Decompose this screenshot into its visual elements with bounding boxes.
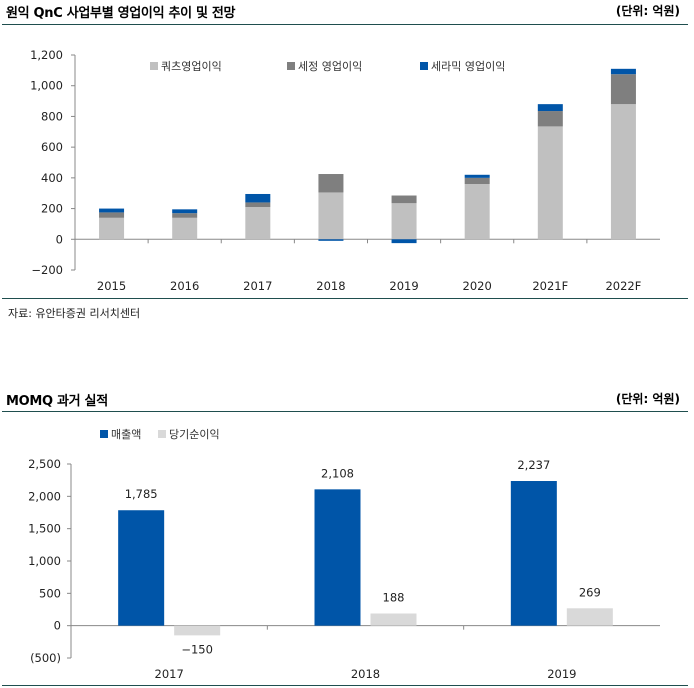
chart2-legend-swatch-1 [158,430,166,438]
chart2-y-tick-label: 500 [39,586,61,600]
chart1-legend-swatch-2 [420,62,428,70]
chart2-y-tick-label: 2,000 [28,489,61,503]
chart2-x-tick-label: 2018 [351,667,380,681]
chart1-x-tick-label: 2021F [532,279,568,293]
chart2-bar-2017-series-0 [118,510,165,626]
chart2-bar-2017-series-1 [174,625,221,636]
chart1-bar-2016-series-1 [172,213,198,218]
chart1-y-tick-label: 200 [41,202,63,216]
chart1-bar-2016-series-2 [172,209,198,214]
chart2-legend-label-0: 매출액 [111,428,141,441]
chart1-legend-label-1: 세정 영업이익 [298,60,362,73]
chart2-x-tick-label: 2017 [155,667,184,681]
chart2-data-label: 2,237 [517,458,550,472]
chart1-legend-swatch-1 [287,62,295,70]
chart2-legend-label-1: 당기순이익 [169,428,220,441]
chart1-bar-2019-series-2 [391,239,417,244]
chart1-bar-2017-series-1 [245,202,271,208]
chart1-bar-2015-series-1 [99,212,125,218]
chart2-x-tick-label: 2019 [547,667,576,681]
chart1-source: 자료: 유안타증권 리서치센터 [8,307,141,320]
chart1-bar-2015-series-0 [99,217,125,240]
chart1-bar-2022F-series-2 [610,68,636,75]
chart1-x-tick-label: 2022F [605,279,641,293]
chart2-data-label: 1,785 [125,487,158,501]
chart1-bar-2021F-series-0 [537,126,563,240]
chart1-bar-2018-series-1 [318,174,344,193]
chart1-bar-2021F-series-1 [537,111,563,127]
chart2-bar-2018-series-1 [370,613,417,626]
chart2-grouped-bar-chart: 2,500 2,000 1,500 1,000 500 0 (500) 1,785 −150 20… [28,428,660,681]
chart2-data-label: 2,108 [321,466,354,480]
chart1-y-tick-label: −200 [31,263,63,277]
chart1-x-tick-label: 2017 [243,279,272,293]
chart1-header: 원익 QnC 사업부별 영업이익 추이 및 전망 (단위: 억원) [0,0,694,22]
chart1-bar-2020-series-2 [464,174,490,178]
chart1-x-tick-label: 2015 [97,279,126,293]
chart1-top-rule [2,24,688,25]
chart1-bar-2018-series-2 [318,239,344,241]
chart2-bar-2018-series-0 [314,489,361,626]
chart1-y-tick-label: 1,200 [30,48,63,62]
chart2-y-tick-label: 0 [54,619,61,633]
chart1-bar-2020-series-0 [464,184,490,240]
chart1-unit: (단위: 억원) [615,4,680,18]
chart1-y-tick-label: 600 [41,140,63,154]
chart1-bottom-rule [2,298,688,299]
chart1-legend-label-0: 쿼츠영업이익 [161,60,222,73]
chart1-stacked-bar-chart: 1,200 1,000 800 600 400 200 0 −200 2015 2016 2017 2… [30,48,660,293]
chart1-bar-2022F-series-1 [610,74,636,105]
chart1-bar-2018-series-0 [318,192,344,240]
chart2-bar-2019-series-0 [510,481,557,626]
chart2-y-tick-label: 1,000 [28,554,61,568]
chart1-x-tick-label: 2019 [389,279,418,293]
chart1-title: 원익 QnC 사업부별 영업이익 추이 및 전망 [6,6,236,21]
chart1-x-tick-label: 2020 [463,279,492,293]
chart2-top-rule [2,411,688,412]
chart2-y-tick-label: (500) [30,651,61,665]
chart2-header: MOMQ 과거 실적 (단위: 억원) [0,388,694,410]
chart2-data-label: −150 [181,642,213,656]
chart1-legend-label-2: 세라믹 영업이익 [431,60,505,73]
chart1-x-tick-label: 2016 [170,279,199,293]
chart1-legend-swatch-0 [150,62,158,70]
chart1-x-tick-label: 2018 [316,279,345,293]
chart1-bar-2015-series-2 [99,208,125,213]
chart1-y-tick-label: 800 [41,109,63,123]
chart1-bar-2022F-series-0 [610,104,636,240]
chart2-legend-swatch-0 [100,430,108,438]
chart2-bar-2019-series-1 [566,608,613,626]
chart1-bar-2016-series-0 [172,217,198,240]
chart1-y-tick-label: 400 [41,171,63,185]
chart1-bar-2021F-series-2 [537,104,563,112]
chart2-y-tick-label: 1,500 [28,522,61,536]
chart1-bar-2020-series-1 [464,177,490,184]
chart2-data-label: 269 [579,585,601,599]
chart1-y-tick-label: 1,000 [30,79,63,93]
chart2-bottom-rule [2,685,688,686]
chart2-unit: (단위: 억원) [615,392,680,406]
chart1-y-tick-label: 0 [56,232,63,246]
chart1-bar-2017-series-2 [245,193,271,203]
chart2-y-tick-label: 2,500 [28,457,61,471]
chart2-data-label: 188 [383,591,405,605]
chart1-bar-2019-series-0 [391,203,417,240]
chart1-bar-2017-series-0 [245,207,271,240]
chart2-title: MOMQ 과거 실적 [6,394,108,409]
chart1-bar-2019-series-1 [391,195,417,204]
